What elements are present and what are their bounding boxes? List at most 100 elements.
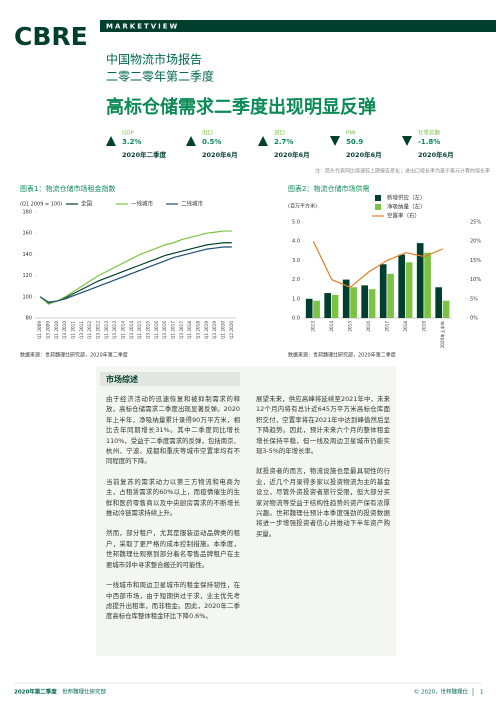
bar bbox=[368, 289, 376, 318]
paragraph: 一线城市和周边卫星城市的租金保持韧性，在中西部市场，由于短期供过于求，业主优先考… bbox=[106, 581, 240, 621]
indicator-value: 50.9 bbox=[346, 138, 363, 146]
overview-title: 市场综述 bbox=[106, 374, 138, 384]
chart-title: 图表2：物流仓储市场供需 bbox=[288, 184, 369, 193]
bar bbox=[361, 285, 369, 318]
y2-tick-label: 5% bbox=[470, 296, 478, 302]
x-tick-label: Q1 2014 bbox=[121, 321, 126, 339]
y-tick-label: 1.0 bbox=[292, 296, 300, 302]
bar bbox=[350, 287, 357, 318]
x-tick-label: Q1 2009 bbox=[37, 321, 42, 339]
series-band bbox=[100, 20, 496, 32]
x-tick-label: 2015 bbox=[347, 321, 352, 332]
indicator-date: 2020年6月 bbox=[274, 150, 310, 159]
page-number: 1 bbox=[480, 690, 484, 696]
indicator-date: 2020年6月 bbox=[202, 150, 238, 159]
overview-right: 展望未来，供应高峰将延续至2021年中，未来12个月内将有总计近645万平方米高… bbox=[256, 394, 390, 549]
y-axis-label: (Q1 2009 = 100) bbox=[20, 202, 62, 208]
y-tick-label: 3.0 bbox=[292, 258, 300, 264]
indicator-value: 0.5% bbox=[202, 138, 221, 146]
indicator-label: 社零总额 bbox=[418, 129, 441, 137]
bar bbox=[342, 279, 350, 318]
indicator-value: 3.2% bbox=[122, 138, 141, 146]
bar bbox=[313, 300, 320, 318]
y2-tick-label: 20% bbox=[470, 239, 481, 245]
x-tick-label: 2019 bbox=[421, 321, 426, 332]
x-tick-label: Q3 2010 bbox=[62, 321, 67, 339]
legend-label: 一线城市 bbox=[131, 200, 154, 208]
x-tick-label: 2013 bbox=[310, 321, 315, 332]
x-tick-label: Q3 2011 bbox=[79, 321, 84, 339]
overview-panel bbox=[96, 366, 396, 656]
legend-label: 新增供应（左） bbox=[387, 194, 426, 202]
x-tick-label: Q1 2017 bbox=[171, 321, 176, 339]
y-tick-label: 100 bbox=[22, 294, 32, 300]
y-tick-label: 140 bbox=[22, 252, 32, 258]
x-tick-label: 2018 bbox=[403, 321, 408, 332]
series-name: MARKETVIEW bbox=[106, 23, 179, 31]
trend-arrow bbox=[186, 136, 196, 146]
x-tick-label: 2016 bbox=[366, 321, 371, 332]
report-period: 二零二零年第二季度 bbox=[106, 69, 214, 84]
data-line bbox=[39, 230, 232, 305]
y-tick-label: 5.0 bbox=[292, 220, 300, 226]
trend-arrow bbox=[402, 136, 412, 146]
paragraph: 由于经济活动的迅速恢复和被抑制需求的释放，高标仓储需求二季度出现显著反弹。202… bbox=[106, 395, 240, 466]
overview-left: 由于经济活动的迅速恢复和被抑制需求的释放，高标仓储需求二季度出现显著反弹。202… bbox=[106, 394, 240, 632]
y2-tick-label: 0% bbox=[470, 316, 478, 322]
indicator-date: 2020年6月 bbox=[418, 150, 454, 159]
legend-label: 净吸纳量（左） bbox=[387, 203, 426, 211]
y-tick-label: 160 bbox=[22, 231, 32, 237]
data-line bbox=[39, 246, 232, 303]
bar bbox=[324, 293, 332, 318]
x-tick-label: Q3 2014 bbox=[129, 321, 134, 339]
chart-title: 图表1：物流仓储市场租金指数 bbox=[20, 184, 115, 193]
y-axis-label: (百万平方米) bbox=[288, 203, 317, 210]
data-line bbox=[312, 240, 443, 288]
x-tick-label: Q1 2012 bbox=[87, 321, 92, 339]
y-tick-label: 120 bbox=[22, 273, 32, 279]
chart-source: 数据来源：世邦魏理仕研究部，2020年第二季度 bbox=[20, 352, 128, 359]
bar bbox=[416, 243, 424, 318]
x-tick-label: Q3 2013 bbox=[112, 321, 117, 339]
paragraph: 就投资者的而言，物流设施也是最具韧性的行业，近几个月录得多家以投资物流为主的基金… bbox=[256, 467, 390, 538]
x-tick-label: 2020年上半年 bbox=[439, 321, 446, 348]
overview-title-box bbox=[100, 372, 240, 386]
indicator-value: 2.7% bbox=[274, 138, 293, 146]
x-tick-label: Q3 2018 bbox=[196, 321, 201, 339]
x-tick-label: Q1 2019 bbox=[204, 321, 209, 339]
chart-source: 数据来源：世邦魏理仕研究部，2020年第二季度 bbox=[288, 352, 396, 359]
legend-swatch bbox=[375, 204, 381, 210]
bar bbox=[424, 252, 431, 318]
legend-swatch bbox=[375, 195, 381, 201]
legend-label: 二线城市 bbox=[181, 200, 204, 208]
footer-dept: 世邦魏理仕研究部 bbox=[62, 688, 107, 696]
x-tick-label: Q1 2018 bbox=[187, 321, 192, 339]
paragraph: 当前复苏的需求动力以第三方物流和电商为主，占租赁需求的60%以上，而疫情催生的生… bbox=[106, 477, 240, 518]
x-tick-label: Q3 2009 bbox=[46, 321, 51, 339]
indicator-value: -1.8% bbox=[418, 138, 440, 146]
legend-label: 全国 bbox=[81, 200, 93, 208]
trend-arrow bbox=[106, 136, 116, 146]
y-tick-label: 2.0 bbox=[292, 277, 300, 283]
x-tick-label: Q3 2012 bbox=[96, 321, 101, 339]
x-tick-label: 2014 bbox=[329, 321, 334, 332]
x-tick-label: Q1 2016 bbox=[154, 321, 159, 339]
bar bbox=[305, 298, 313, 318]
legend-label: 空置率（右） bbox=[387, 212, 420, 220]
x-tick-label: Q3 2016 bbox=[162, 321, 167, 339]
y-tick-label: 180 bbox=[22, 210, 32, 216]
bar bbox=[331, 294, 339, 318]
x-tick-label: Q1 2013 bbox=[104, 321, 109, 339]
footer-copyright: © 2020，世邦魏理仕 bbox=[414, 688, 469, 696]
indicator-label: 出口 bbox=[202, 129, 213, 137]
y-tick-label: 80 bbox=[26, 316, 32, 322]
indicator-label: GDP bbox=[122, 131, 134, 137]
bar bbox=[442, 300, 450, 318]
indicator-date: 2020年6月 bbox=[346, 150, 382, 159]
x-tick-label: Q1 2011 bbox=[71, 321, 76, 339]
x-tick-label: Q3 2015 bbox=[146, 321, 151, 339]
indicator-date: 2020年二季度 bbox=[122, 150, 167, 159]
indicator-label: PMI bbox=[346, 131, 356, 137]
data-line bbox=[39, 242, 232, 304]
trend-arrow bbox=[330, 136, 340, 146]
